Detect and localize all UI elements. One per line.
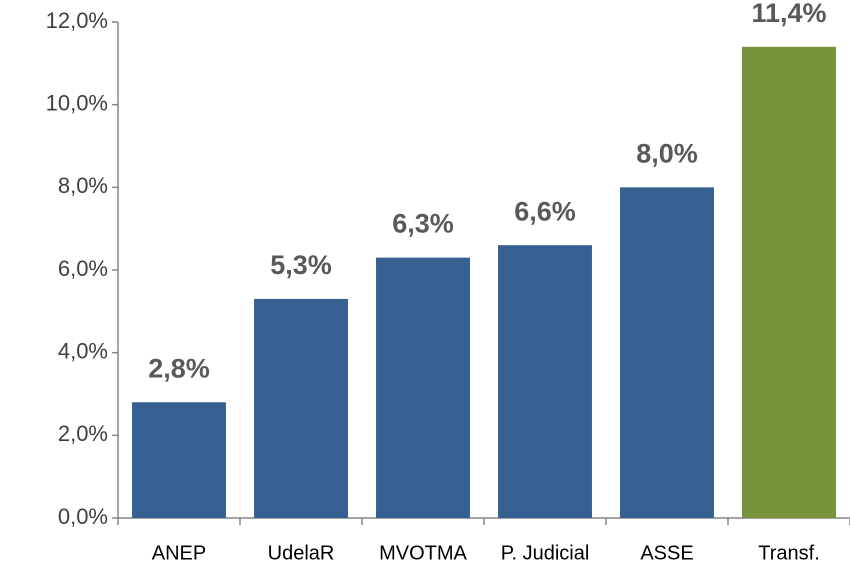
x-tick-label: MVOTMA bbox=[379, 542, 467, 564]
x-tick-label: P. Judicial bbox=[501, 542, 590, 564]
x-tick-label: UdelaR bbox=[268, 542, 335, 564]
value-label: 6,6% bbox=[514, 196, 576, 226]
bar bbox=[620, 187, 714, 519]
y-tick-label: 8,0% bbox=[58, 173, 108, 198]
bar bbox=[742, 46, 836, 519]
x-tick-label: ANEP bbox=[152, 542, 206, 564]
y-tick-label: 12,0% bbox=[46, 8, 108, 33]
value-label: 8,0% bbox=[636, 138, 698, 168]
y-tick-label: 4,0% bbox=[58, 338, 108, 363]
value-label: 5,3% bbox=[270, 250, 332, 280]
bar bbox=[254, 298, 348, 518]
x-tick-label: Transf. bbox=[758, 542, 820, 564]
x-tick-label: ASSE bbox=[640, 542, 693, 564]
value-label: 6,3% bbox=[392, 209, 454, 239]
value-label: 2,8% bbox=[148, 353, 210, 383]
y-tick-label: 6,0% bbox=[58, 256, 108, 281]
y-tick-label: 10,0% bbox=[46, 90, 108, 115]
bar bbox=[132, 402, 226, 518]
bar bbox=[376, 257, 470, 518]
bar bbox=[498, 245, 592, 518]
value-label: 11,4% bbox=[751, 0, 826, 28]
y-tick-label: 2,0% bbox=[58, 421, 108, 446]
y-tick-label: 0,0% bbox=[58, 504, 108, 529]
